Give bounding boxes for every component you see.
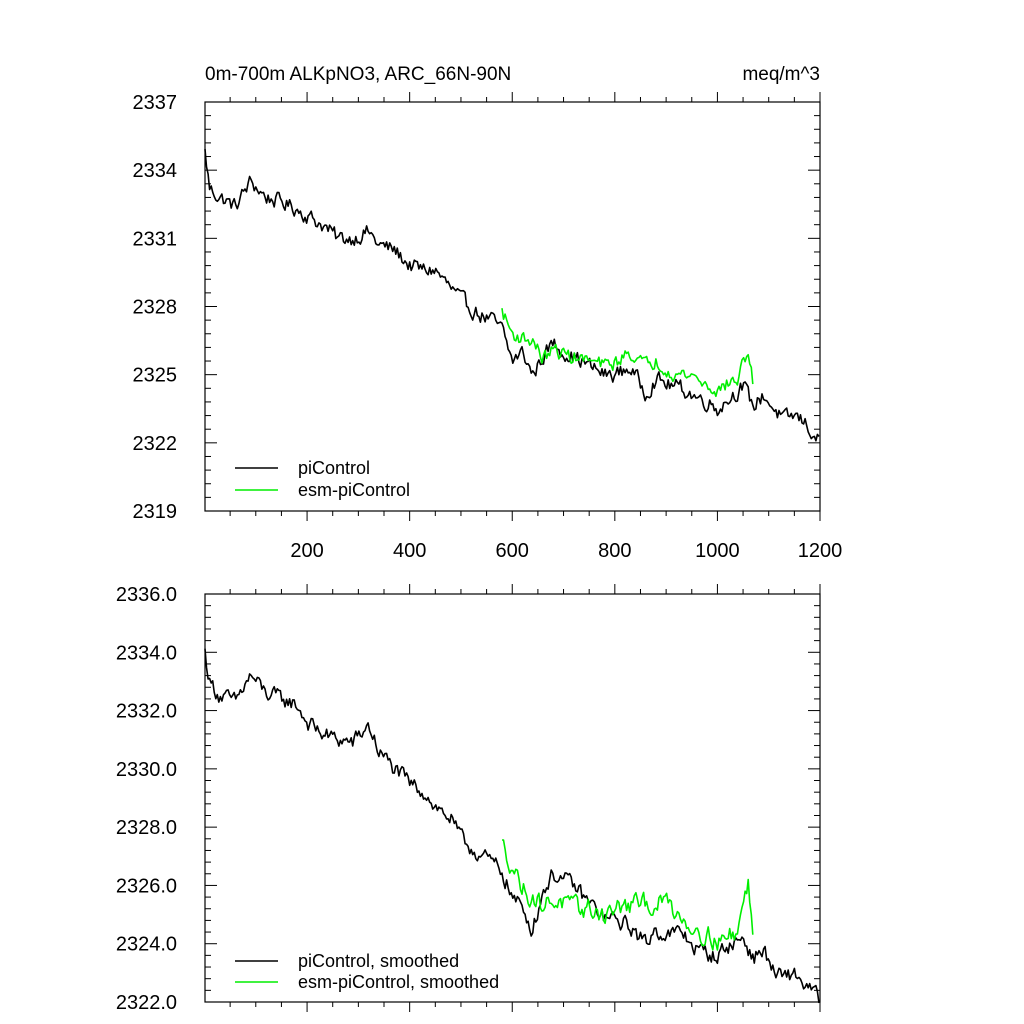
bottom-ytick-label: 2334.0 (116, 642, 177, 664)
bottom-line-esm-picontrol-smoothed (502, 839, 754, 951)
bottom-axes: 2322.0 2324.0 2326.0 2328.0 2330.0 2332.0 2334… (116, 584, 821, 1014)
top-axes: 2319 2322 2325 2328 2331 2334 2337 200 400 600 800… (133, 92, 843, 562)
top-ytick-label: 2325 (133, 365, 178, 387)
top-xtick-label: 800 (598, 540, 631, 562)
top-xtick-label: 600 (496, 540, 529, 562)
top-legend: piControl esm-piControl (235, 458, 410, 500)
bottom-ytick-label: 2336.0 (116, 584, 177, 606)
top-ytick-label: 2319 (133, 501, 178, 523)
top-ytick-label: 2331 (133, 228, 178, 250)
top-legend-label-esm-picontrol: esm-piControl (298, 480, 410, 500)
bottom-legend: piControl, smoothed esm-piControl, smoot… (235, 951, 499, 992)
top-ytick-label: 2334 (133, 160, 178, 182)
top-legend-label-picontrol: piControl (298, 458, 370, 478)
top-plot-frame (204, 101, 821, 512)
top-ytick-label: 2328 (133, 297, 178, 319)
bottom-panel: 2322.0 2324.0 2326.0 2328.0 2330.0 2332.0 2334… (116, 584, 821, 1014)
top-line-esm-picontrol (501, 308, 754, 398)
bottom-legend-label-picontrol: piControl, smoothed (298, 951, 459, 971)
top-ytick-label: 2322 (133, 433, 178, 455)
top-series (204, 148, 820, 442)
top-xtick-label: 200 (290, 540, 323, 562)
bottom-legend-label-esm-picontrol: esm-piControl, smoothed (298, 972, 499, 992)
bottom-ytick-label: 2322.0 (116, 992, 177, 1014)
bottom-ytick-label: 2328.0 (116, 817, 177, 839)
bottom-ytick-label: 2330.0 (116, 759, 177, 781)
top-xtick-label: 400 (393, 540, 426, 562)
bottom-ytick-label: 2326.0 (116, 875, 177, 897)
bottom-series (204, 648, 820, 1004)
bottom-ytick-label: 2324.0 (116, 934, 177, 956)
top-title-left: 0m-700m ALKpNO3, ARC_66N-90N (205, 64, 511, 85)
top-line-picontrol (204, 148, 820, 442)
bottom-plot-frame (204, 593, 821, 1003)
top-xtick-label: 1200 (798, 540, 843, 562)
bottom-line-picontrol-smoothed (204, 648, 820, 1004)
top-ytick-label: 2337 (133, 92, 178, 114)
top-xtick-label: 1000 (695, 540, 740, 562)
top-title-units: meq/m^3 (742, 64, 820, 85)
top-panel: 0m-700m ALKpNO3, ARC_66N-90N meq/m^3 231… (133, 64, 843, 562)
bottom-ytick-label: 2332.0 (116, 701, 177, 723)
